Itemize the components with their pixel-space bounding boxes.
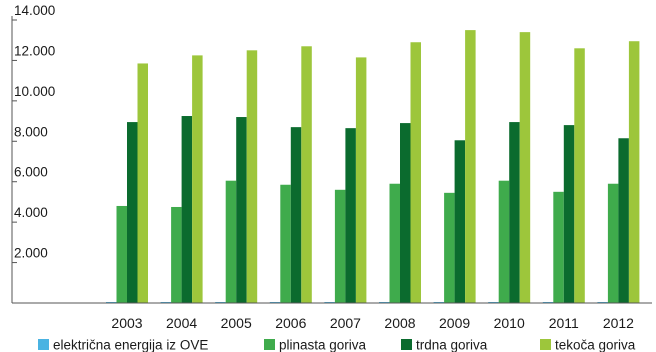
legend-label: tekoča goriva xyxy=(555,338,636,352)
bar xyxy=(628,41,640,303)
bar xyxy=(236,117,247,303)
legend-label: plinasta goriva xyxy=(279,338,367,352)
bar xyxy=(116,205,127,303)
bar xyxy=(137,63,148,304)
legend-swatch xyxy=(38,339,49,350)
bar xyxy=(509,122,520,303)
bar xyxy=(246,50,258,303)
bar xyxy=(607,183,619,303)
bar xyxy=(444,192,455,303)
bar xyxy=(574,48,585,303)
bar xyxy=(345,128,356,303)
legend-swatch xyxy=(264,339,275,350)
bar xyxy=(389,183,400,303)
y-tick-label: 12.000 xyxy=(14,43,55,58)
bar xyxy=(498,180,510,303)
x-tick-label: 2010 xyxy=(494,315,525,331)
legend-swatch xyxy=(401,339,412,350)
y-tick-label: 14.000 xyxy=(14,3,55,18)
legend: električna energija iz OVE plinasta goriv… xyxy=(38,338,636,352)
bar xyxy=(280,184,291,303)
y-tick-label: 2.000 xyxy=(14,246,48,261)
legend-item: električna energija iz OVE xyxy=(38,338,208,352)
bar xyxy=(355,57,367,304)
x-axis: 2003 2004 2005 2006 2007 2008 2009 2010 2011 2012 xyxy=(12,302,652,331)
bar xyxy=(553,191,564,303)
legend-label: trdna goriva xyxy=(416,338,488,352)
bar xyxy=(192,55,203,304)
x-tick-label: 2011 xyxy=(549,315,579,331)
bar xyxy=(225,180,237,303)
x-tick-label: 2008 xyxy=(384,315,415,331)
x-tick-label: 2007 xyxy=(330,315,361,331)
x-tick-label: 2012 xyxy=(603,315,634,331)
x-tick-label: 2004 xyxy=(166,315,197,331)
x-tick-label: 2009 xyxy=(439,315,470,331)
x-tick-label: 2005 xyxy=(221,315,252,331)
y-tick-label: 10.000 xyxy=(14,84,55,99)
bar xyxy=(334,189,346,303)
bars xyxy=(106,30,640,304)
legend-item: trdna goriva xyxy=(401,338,488,352)
x-tick-label: 2006 xyxy=(275,315,306,331)
legend-item: tekoča goriva xyxy=(540,338,636,352)
bar xyxy=(618,138,629,303)
y-tick-label: 8.000 xyxy=(14,124,48,139)
y-axis: 2.000 4.000 6.000 8.000 10.000 12.000 14.000 xyxy=(11,3,55,304)
bar xyxy=(290,127,302,303)
x-tick-label: 2003 xyxy=(111,315,142,331)
y-tick-label: 6.000 xyxy=(14,165,48,180)
y-tick-label: 4.000 xyxy=(14,205,48,220)
bar xyxy=(127,122,138,303)
legend-item: plinasta goriva xyxy=(264,338,367,352)
bar xyxy=(410,42,421,304)
bar xyxy=(454,140,466,303)
bar xyxy=(301,46,312,303)
bar xyxy=(171,206,182,303)
legend-swatch xyxy=(540,339,551,350)
bar xyxy=(519,32,531,303)
bar xyxy=(465,30,476,304)
bar xyxy=(563,125,575,303)
bar xyxy=(400,123,411,303)
bar xyxy=(181,116,193,304)
legend-label: električna energija iz OVE xyxy=(53,338,208,352)
